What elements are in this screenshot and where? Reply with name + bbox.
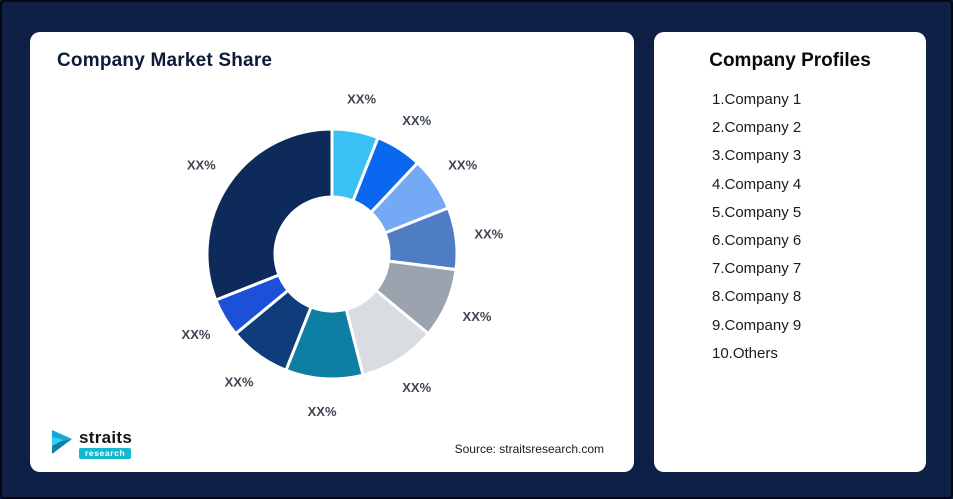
profile-list: 1.Company 1 2.Company 2 3.Company 3 4.Co…: [654, 86, 926, 368]
profile-item: 1.Company 1: [712, 91, 802, 108]
profile-item: 6.Company 6: [712, 231, 802, 249]
slice-label: XX%: [448, 158, 477, 173]
chart-title: Company Market Share: [57, 50, 273, 71]
logo-subtitle: research: [79, 448, 132, 459]
donut-chart: XX% XX% XX% XX% XX% XX% XX% XX% XX% XX%: [182, 91, 504, 419]
donut-slice: [205, 127, 334, 302]
profile-item: 8.Company 8: [712, 288, 802, 306]
slice-label: XX%: [225, 374, 254, 389]
profile-item: 4.Company 4: [712, 175, 802, 193]
straits-logo: straits research: [50, 429, 132, 460]
slice-label: XX%: [474, 227, 503, 242]
source-text: Source: straitsresearch.com: [454, 442, 604, 456]
profile-item: 9.Company 9: [712, 316, 802, 334]
profile-item: 7.Company 7: [712, 260, 802, 278]
market-share-card: Company Market Share XX% XX% XX% XX% XX% XX% X…: [30, 32, 634, 472]
profile-item: 2.Company 2: [712, 119, 802, 137]
slice-label: XX%: [308, 404, 337, 419]
slice-label: XX%: [182, 327, 211, 342]
slice-label: XX%: [463, 309, 492, 324]
slice-label: XX%: [402, 380, 431, 395]
slice-label: XX%: [347, 91, 376, 106]
straits-logo-icon: [50, 429, 74, 460]
profile-item: 5.Company 5: [712, 203, 802, 221]
profile-item: 3.Company 3: [712, 147, 802, 165]
slice-label: XX%: [402, 113, 431, 128]
profile-item: 10.Others: [712, 344, 778, 362]
slice-label: XX%: [187, 158, 216, 173]
company-profiles-card: Company Profiles 1.Company 1 2.Company 2…: [654, 32, 926, 472]
logo-name: straits: [79, 428, 133, 447]
profiles-title: Company Profiles: [709, 50, 871, 71]
